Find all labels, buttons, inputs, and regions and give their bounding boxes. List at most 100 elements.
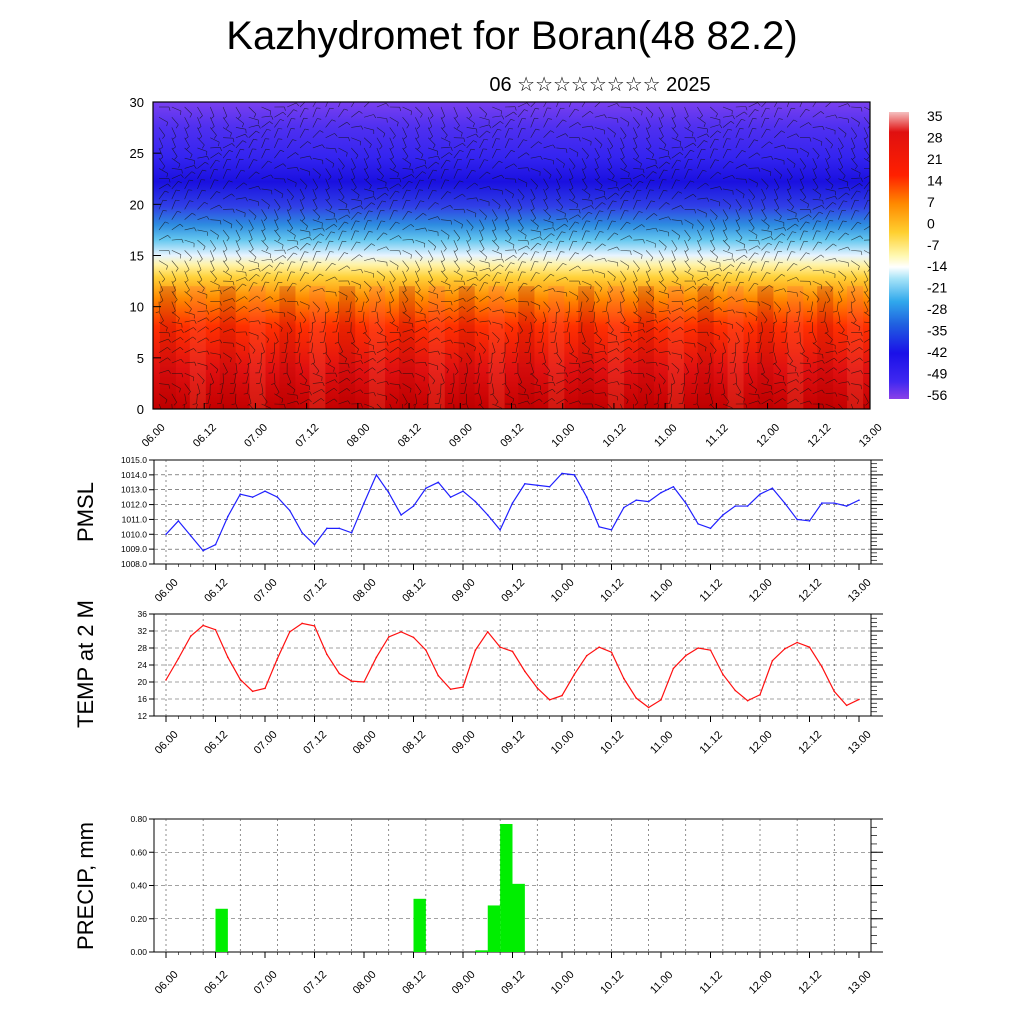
wind-barb (415, 127, 420, 137)
wind-barb (504, 229, 512, 238)
wind-barb-flag (346, 265, 351, 269)
wind-barb-flag (630, 250, 632, 255)
wind-barb (184, 270, 189, 281)
data-point (833, 690, 836, 693)
wind-barb (325, 342, 327, 353)
wind-barb (645, 137, 652, 147)
wind-barb-flag (282, 163, 287, 167)
wind-barb (389, 280, 394, 291)
wind-barb (210, 191, 217, 200)
y-tick-label: 0 (137, 402, 144, 417)
wind-barb-flag (617, 381, 620, 386)
wind-barb-flag (240, 226, 243, 231)
wind-barb-flag (193, 377, 195, 382)
wind-barb (697, 219, 705, 228)
data-point (264, 490, 266, 493)
wind-barb-flag (565, 133, 569, 137)
wind-barb (786, 168, 793, 178)
wind-barb (376, 102, 387, 108)
wind-barb-flag (677, 159, 682, 162)
wind-barb-flag (860, 177, 863, 182)
wind-barb (697, 149, 702, 159)
wind-barb-flag (703, 266, 706, 271)
wind-barb (825, 188, 836, 192)
wind-barb (184, 127, 189, 137)
wind-barb (671, 280, 682, 286)
wind-barb-flag (859, 172, 861, 177)
x-tick-label: 10.12 (598, 969, 626, 997)
wind-barb-flag (680, 205, 684, 209)
wind-barb (774, 144, 784, 149)
wind-barb-flag (495, 401, 499, 406)
wind-barb-flag (463, 372, 468, 375)
wind-barb (171, 337, 181, 343)
wind-barb (210, 229, 219, 236)
wind-barb-flag (258, 186, 261, 190)
wind-barb (722, 229, 728, 240)
wind-barb (735, 373, 738, 384)
wind-barb-flag (296, 400, 300, 405)
wind-barb-flag (641, 254, 643, 259)
wind-barb-flag (642, 169, 645, 174)
wind-barb-flag (547, 370, 551, 375)
wind-barb (428, 216, 438, 220)
wind-barb (543, 372, 554, 377)
wind-barb (658, 326, 668, 333)
wind-barb-flag (178, 163, 181, 168)
wind-barb-flag (527, 240, 529, 245)
data-point (660, 491, 662, 494)
wind-barb-flag (497, 272, 502, 274)
wind-barb-flag (203, 246, 206, 251)
wind-barb-flag (596, 156, 600, 160)
wind-barb-flag (318, 98, 322, 99)
wind-barb (453, 342, 464, 344)
wind-barb (863, 348, 870, 354)
wind-barb-flag (769, 305, 771, 310)
wind-barb-flag (582, 177, 586, 181)
wind-barb-flag (194, 319, 197, 324)
wind-barb (825, 378, 835, 384)
data-point (672, 485, 675, 488)
wind-barb (786, 379, 797, 384)
heatmap-streak (488, 286, 505, 409)
wind-barb (171, 147, 178, 157)
wind-barb-flag (525, 316, 527, 321)
wind-barb-flag (499, 264, 504, 268)
wind-barb (658, 190, 664, 200)
wind-barb-flag (476, 197, 479, 202)
wind-barb-flag (227, 158, 232, 161)
wind-barb-flag (218, 316, 222, 320)
wind-barb (671, 260, 677, 270)
wind-barb-flag (718, 295, 722, 299)
wind-barb (376, 311, 379, 322)
wind-barb (197, 270, 203, 280)
wind-barb (786, 198, 794, 207)
wind-barb-flag (573, 240, 578, 242)
wind-barb (825, 178, 834, 186)
wind-barb-flag (421, 154, 424, 159)
wind-barb (797, 311, 801, 322)
wind-barb-flag (788, 197, 792, 201)
wind-barb-flag (261, 351, 265, 355)
wind-barb (299, 108, 305, 118)
y-tick-label: 30 (130, 95, 144, 110)
wind-barb (633, 250, 643, 256)
wind-barb (222, 328, 233, 333)
wind-barb-flag (506, 392, 511, 396)
wind-barb-flag (601, 202, 606, 205)
wind-barb-flag (244, 306, 248, 310)
wind-barb (158, 393, 168, 400)
wind-barb-flag (432, 144, 436, 149)
wind-barb (517, 139, 524, 149)
wind-barb-flag (699, 115, 703, 119)
wind-barb (812, 352, 823, 355)
x-tick-label: 09.12 (499, 729, 527, 757)
wind-barb (850, 190, 857, 200)
wind-barb (196, 393, 198, 404)
wind-barb (338, 400, 348, 405)
wind-barb (197, 362, 208, 367)
wind-barb-flag (486, 382, 491, 384)
wind-barb (274, 119, 281, 128)
wind-barb (490, 373, 493, 384)
wind-barb (248, 116, 259, 121)
